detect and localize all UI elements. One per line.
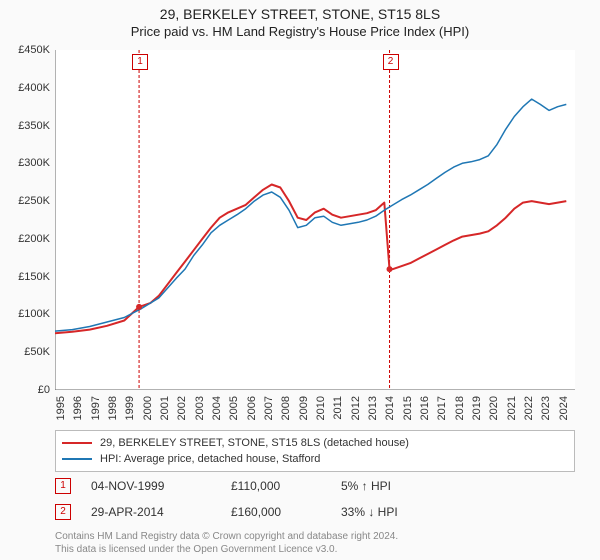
sale-row-1: 1 04-NOV-1999 £110,000 5% ↑ HPI — [55, 478, 441, 494]
sale-1-diff: 5% ↑ HPI — [341, 479, 441, 493]
sale-1-date: 04-NOV-1999 — [91, 479, 221, 493]
y-tick-label: £350K — [0, 120, 50, 132]
footnote-line1: Contains HM Land Registry data © Crown c… — [55, 530, 398, 543]
sale-marker-box: 1 — [132, 54, 148, 70]
sale-2-diff: 33% ↓ HPI — [341, 505, 441, 519]
plot-area: 1995199619971998199920002001200220032004… — [55, 50, 575, 390]
legend-swatch-2 — [62, 458, 92, 460]
y-tick-label: £250K — [0, 195, 50, 207]
sale-2-price: £160,000 — [231, 505, 331, 519]
plot-svg — [55, 50, 575, 390]
y-tick-label: £150K — [0, 271, 50, 283]
y-tick-label: £300K — [0, 157, 50, 169]
legend: 29, BERKELEY STREET, STONE, ST15 8LS (de… — [55, 430, 575, 472]
y-tick-label: £100K — [0, 308, 50, 320]
chart-title: 29, BERKELEY STREET, STONE, ST15 8LS — [0, 0, 600, 22]
footnote: Contains HM Land Registry data © Crown c… — [55, 530, 398, 556]
footnote-line2: This data is licensed under the Open Gov… — [55, 543, 398, 556]
legend-label-1: 29, BERKELEY STREET, STONE, ST15 8LS (de… — [100, 437, 409, 449]
sale-marker-box: 2 — [383, 54, 399, 70]
chart-container: 29, BERKELEY STREET, STONE, ST15 8LS Pri… — [0, 0, 600, 560]
sale-2-date: 29-APR-2014 — [91, 505, 221, 519]
y-tick-label: £50K — [0, 346, 50, 358]
y-tick-label: £200K — [0, 233, 50, 245]
sale-row-2: 2 29-APR-2014 £160,000 33% ↓ HPI — [55, 504, 441, 520]
y-tick-label: £400K — [0, 82, 50, 94]
legend-row-1: 29, BERKELEY STREET, STONE, ST15 8LS (de… — [62, 435, 568, 451]
legend-row-2: HPI: Average price, detached house, Staf… — [62, 451, 568, 467]
sale-marker-2: 2 — [55, 504, 71, 520]
sale-1-price: £110,000 — [231, 479, 331, 493]
y-tick-label: £450K — [0, 44, 50, 56]
legend-swatch-1 — [62, 442, 92, 444]
sale-marker-1: 1 — [55, 478, 71, 494]
y-tick-label: £0 — [0, 384, 50, 396]
chart-subtitle: Price paid vs. HM Land Registry's House … — [0, 22, 600, 39]
legend-label-2: HPI: Average price, detached house, Staf… — [100, 453, 320, 465]
